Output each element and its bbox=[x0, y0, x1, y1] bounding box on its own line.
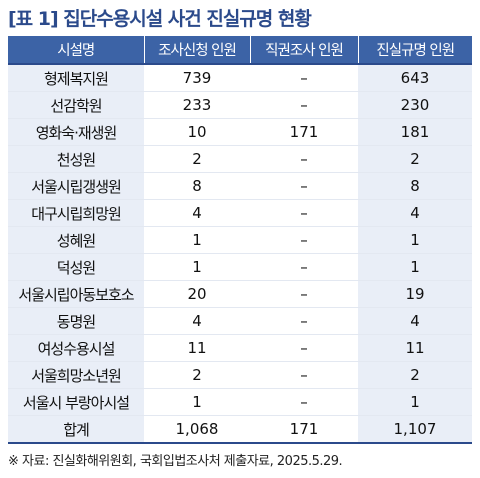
table-row: 서울시립아동보호소 20–19 bbox=[8, 280, 472, 308]
cell-applied: 1 bbox=[144, 388, 250, 416]
cell-ex-officio: – bbox=[250, 253, 358, 281]
table-row: 서울시립갱생원 8–8 bbox=[8, 172, 472, 200]
cell-facility: 서울시 부랑아시설 bbox=[8, 388, 144, 416]
cell-verified: 4 bbox=[358, 199, 472, 227]
cell-verified: 19 bbox=[358, 280, 472, 308]
cell-verified: 1 bbox=[358, 226, 472, 254]
col-header-ex-officio: 직권조사 인원 bbox=[249, 36, 358, 64]
source-note: ※ 자료: 진실화해위원회, 국회입법조사처 제출자료, 2025.5.29. bbox=[8, 454, 343, 469]
cell-applied: 233 bbox=[144, 91, 250, 119]
cell-facility: 성혜원 bbox=[8, 226, 144, 254]
cell-facility: 여성수용시설 bbox=[8, 334, 144, 362]
cell-verified: 2 bbox=[358, 361, 472, 389]
cell-applied: 2 bbox=[144, 145, 250, 173]
table-row: 여성수용시설 11–11 bbox=[8, 334, 472, 362]
table-row: 서울시 부랑아시설 1–1 bbox=[8, 388, 472, 416]
cell-facility: 형제복지원 bbox=[8, 63, 144, 92]
table-header: 시설명 조사신청 인원 직권조사 인원 진실규명 인원 bbox=[8, 36, 472, 64]
cell-applied: 11 bbox=[144, 334, 250, 362]
total-cell-verified: 1,107 bbox=[358, 415, 472, 444]
cell-facility: 동명원 bbox=[8, 307, 144, 335]
total-cell-ex-officio: 171 bbox=[250, 415, 358, 444]
cell-ex-officio: – bbox=[250, 199, 358, 227]
cell-ex-officio: – bbox=[250, 307, 358, 335]
cell-verified: 1 bbox=[358, 253, 472, 281]
cell-facility: 서울시립아동보호소 bbox=[8, 280, 144, 308]
col-header-facility: 시설명 bbox=[8, 36, 144, 64]
cell-ex-officio: 171 bbox=[250, 118, 358, 146]
cell-applied: 10 bbox=[144, 118, 250, 146]
table-body: 형제복지원 739–643 선감학원 233–230 영화숙·재생원 10 171 181 천성… bbox=[8, 63, 472, 444]
cell-facility: 대구시립희망원 bbox=[8, 199, 144, 227]
table-row: 대구시립희망원 4–4 bbox=[8, 199, 472, 227]
cell-ex-officio: – bbox=[250, 91, 358, 119]
total-cell-applied: 1,068 bbox=[144, 415, 250, 444]
col-header-verified: 진실규명 인원 bbox=[357, 36, 472, 64]
table-row: 선감학원 233–230 bbox=[8, 91, 472, 119]
cell-facility: 천성원 bbox=[8, 145, 144, 173]
cell-verified: 643 bbox=[358, 63, 472, 92]
cell-verified: 1 bbox=[358, 388, 472, 416]
total-cell-facility: 합계 bbox=[8, 415, 144, 444]
cell-ex-officio: – bbox=[250, 63, 358, 92]
col-header-applied: 조사신청 인원 bbox=[143, 36, 250, 64]
table-row: 영화숙·재생원 10 171 181 bbox=[8, 118, 472, 146]
cell-ex-officio: – bbox=[250, 388, 358, 416]
table-row: 형제복지원 739–643 bbox=[8, 63, 472, 92]
cell-verified: 4 bbox=[358, 307, 472, 335]
cell-applied: 1 bbox=[144, 253, 250, 281]
cell-applied: 4 bbox=[144, 307, 250, 335]
total-row: 합계 1,068 171 1,107 bbox=[8, 415, 472, 444]
header-row: 시설명 조사신청 인원 직권조사 인원 진실규명 인원 bbox=[8, 36, 472, 64]
cell-applied: 739 bbox=[144, 63, 250, 92]
cell-ex-officio: – bbox=[250, 145, 358, 173]
cell-facility: 서울희망소년원 bbox=[8, 361, 144, 389]
cell-verified: 230 bbox=[358, 91, 472, 119]
table-row: 천성원 2–2 bbox=[8, 145, 472, 173]
facility-truth-table: 시설명 조사신청 인원 직권조사 인원 진실규명 인원 형제복지원 739–643… bbox=[8, 36, 472, 444]
cell-ex-officio: – bbox=[250, 226, 358, 254]
cell-verified: 181 bbox=[358, 118, 472, 146]
table-row: 성혜원 1–1 bbox=[8, 226, 472, 254]
cell-verified: 2 bbox=[358, 145, 472, 173]
cell-ex-officio: – bbox=[250, 280, 358, 308]
cell-facility: 덕성원 bbox=[8, 253, 144, 281]
cell-applied: 4 bbox=[144, 199, 250, 227]
cell-applied: 20 bbox=[144, 280, 250, 308]
cell-facility: 영화숙·재생원 bbox=[8, 118, 144, 146]
cell-ex-officio: – bbox=[250, 172, 358, 200]
cell-verified: 11 bbox=[358, 334, 472, 362]
table-row: 덕성원 1–1 bbox=[8, 253, 472, 281]
cell-facility: 선감학원 bbox=[8, 91, 144, 119]
cell-applied: 8 bbox=[144, 172, 250, 200]
table-title: [표 1] 집단수용시설 사건 진실규명 현황 bbox=[8, 8, 312, 30]
cell-applied: 1 bbox=[144, 226, 250, 254]
cell-facility: 서울시립갱생원 bbox=[8, 172, 144, 200]
cell-ex-officio: – bbox=[250, 334, 358, 362]
cell-applied: 2 bbox=[144, 361, 250, 389]
cell-ex-officio: – bbox=[250, 361, 358, 389]
table-row: 서울희망소년원 2–2 bbox=[8, 361, 472, 389]
table-row: 동명원 4–4 bbox=[8, 307, 472, 335]
cell-verified: 8 bbox=[358, 172, 472, 200]
